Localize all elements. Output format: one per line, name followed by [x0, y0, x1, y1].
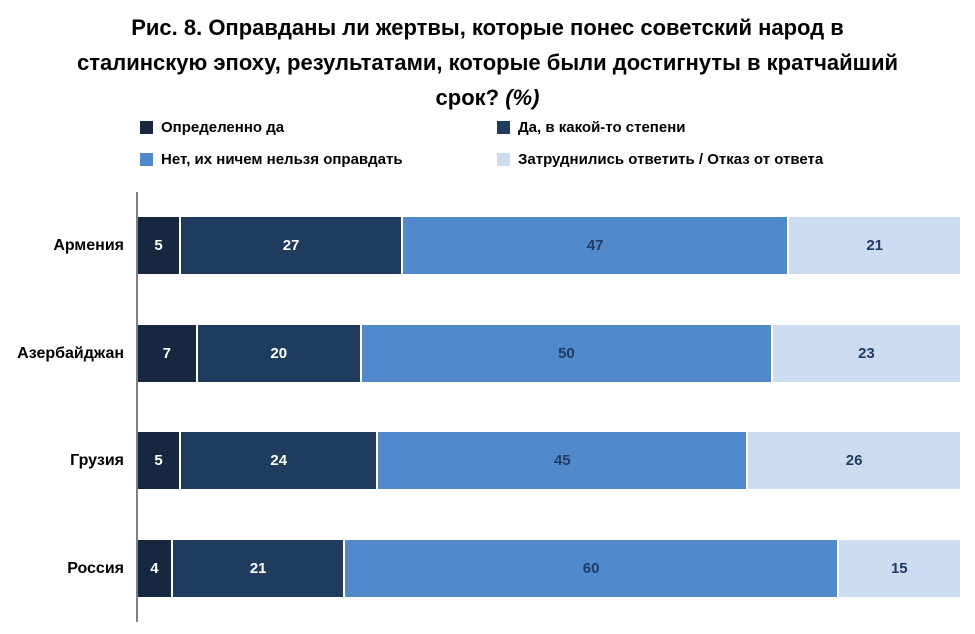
bar-value-label: 21	[866, 237, 883, 254]
chart-title: Рис. 8. Оправданы ли жертвы, которые пон…	[0, 10, 975, 115]
category-label: Армения	[53, 237, 124, 254]
bar-value-label: 27	[282, 237, 300, 254]
bar-row: 5 24 45 26	[138, 432, 960, 489]
bar-value-label: 60	[582, 560, 600, 577]
legend-label: Да, в какой-то степени	[518, 118, 686, 136]
legend-swatch-icon	[497, 152, 510, 166]
legend-swatch-icon	[140, 120, 153, 134]
plot-area: Армения Азербайджан Грузия Россия 5 27 47 21 7 2…	[0, 192, 975, 634]
bar-row: 4 21 60 15	[138, 540, 960, 597]
bar-value-label: 47	[586, 237, 604, 254]
bar-value-label: 20	[270, 345, 288, 362]
bar-segment: 4	[138, 540, 171, 597]
bar-segment: 45	[376, 432, 747, 489]
bar-value-label: 15	[890, 560, 908, 577]
bar-value-label: 26	[845, 452, 863, 469]
bar-row: 7 20 50 23	[138, 325, 960, 382]
category-label: Грузия	[70, 452, 124, 469]
bar-segment: 5	[138, 217, 180, 274]
bar-row: 5 27 47 21	[138, 217, 960, 274]
bar-segment: 47	[401, 217, 788, 274]
legend-label: Затруднились ответить / Отказ от ответа	[518, 150, 824, 168]
bar-value-label: 23	[858, 345, 875, 362]
bar-segment: 7	[138, 325, 196, 382]
bar-segment: 60	[343, 540, 837, 597]
bar-segment: 27	[179, 217, 402, 274]
chart-title-percent: (%)	[505, 85, 540, 110]
legend-item: Затруднились ответить / Отказ от ответа	[497, 148, 823, 170]
legend: Определенно да Да, в какой-то степени Нет,…	[140, 116, 823, 170]
bar-segment: 24	[179, 432, 377, 489]
legend-label: Определенно да	[161, 118, 285, 136]
bar-segment: 15	[836, 540, 960, 597]
legend-item: Определенно да	[140, 116, 497, 138]
bar-value-label: 4	[150, 560, 159, 577]
bar-value-label: 7	[162, 345, 171, 362]
bar-segment: 23	[770, 325, 960, 382]
bar-segment: 21	[787, 217, 960, 274]
legend-item: Нет, их ничем нельзя оправдать	[140, 148, 497, 170]
bar-segment: 5	[138, 432, 180, 489]
legend-label: Нет, их ничем нельзя оправдать	[161, 150, 403, 168]
bar-value-label: 50	[558, 345, 575, 362]
bar-segment: 50	[359, 325, 771, 382]
legend-swatch-icon	[497, 120, 510, 134]
bar-value-label: 5	[154, 452, 163, 469]
bar-value-label: 24	[270, 452, 288, 469]
y-axis-line	[136, 192, 138, 622]
bar-segment: 26	[746, 432, 960, 489]
chart-title-text: Рис. 8. Оправданы ли жертвы, которые пон…	[76, 15, 899, 110]
legend-item: Да, в какой-то степени	[497, 116, 823, 138]
category-label: Азербайджан	[17, 345, 124, 362]
bar-segment: 21	[170, 540, 344, 597]
bar-value-label: 21	[249, 560, 267, 577]
legend-swatch-icon	[140, 152, 153, 166]
category-label: Россия	[67, 560, 124, 577]
bar-value-label: 45	[553, 452, 571, 469]
bar-segment: 20	[195, 325, 360, 382]
bar-value-label: 5	[154, 237, 163, 254]
